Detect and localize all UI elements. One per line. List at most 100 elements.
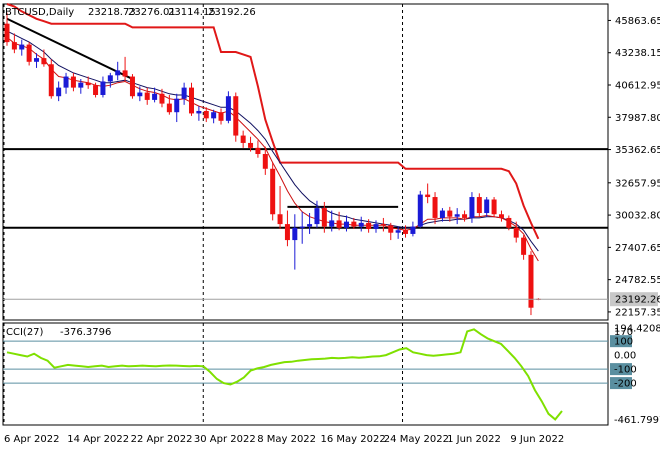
candle-body bbox=[225, 96, 231, 121]
price-pane-frame bbox=[2, 3, 609, 321]
candle-body bbox=[115, 70, 121, 76]
candle-body bbox=[100, 81, 106, 95]
trendline bbox=[6, 17, 133, 80]
candle-body bbox=[528, 254, 534, 308]
candle-body bbox=[19, 44, 25, 50]
candle-body bbox=[63, 76, 69, 88]
candle-body bbox=[395, 230, 401, 233]
x-tick-label: 22 Apr 2022 bbox=[131, 434, 193, 445]
candle-body bbox=[166, 103, 172, 113]
candle-body bbox=[521, 237, 527, 255]
price-pane: 45863.65 43238.15 40612.95 37987.80 35362.65… bbox=[2, 3, 660, 321]
x-tick-label: 9 Jun 2022 bbox=[510, 434, 564, 445]
candle-body bbox=[321, 208, 327, 227]
candle-body bbox=[211, 112, 217, 119]
x-tick-label: 30 Apr 2022 bbox=[194, 434, 256, 445]
candle-body bbox=[491, 199, 497, 215]
chart-open: 23218.73 bbox=[88, 7, 136, 18]
cci-pane-frame bbox=[2, 322, 609, 426]
stop-line bbox=[6, 3, 540, 240]
candle-body bbox=[85, 82, 91, 86]
candle-body bbox=[248, 142, 254, 148]
cci-tick-label: -461.7997 bbox=[614, 415, 660, 426]
x-tick-label: 14 Apr 2022 bbox=[67, 434, 129, 445]
cci-tick-label: 170 bbox=[614, 327, 633, 338]
last-price-tag bbox=[610, 292, 658, 307]
price-tick-label: 45863.65 bbox=[615, 16, 660, 27]
candle-body bbox=[336, 220, 342, 228]
candle-body bbox=[454, 214, 460, 217]
candle-body bbox=[299, 226, 305, 228]
candle-body bbox=[11, 42, 17, 50]
candle-body bbox=[129, 76, 135, 97]
candle-body bbox=[484, 199, 490, 214]
time-axis: 6 Apr 2022 14 Apr 2022 22 Apr 2022 30 Apr 2… bbox=[4, 434, 564, 445]
candle-body bbox=[403, 230, 409, 234]
candle-body bbox=[4, 23, 10, 43]
candle-body bbox=[284, 224, 290, 241]
x-tick-label: 6 Apr 2022 bbox=[4, 434, 59, 445]
price-tick-label: 22157.35 bbox=[615, 307, 660, 318]
candle-body bbox=[270, 168, 276, 215]
candle-body bbox=[144, 92, 150, 100]
x-tick-label: 1 Jun 2022 bbox=[447, 434, 501, 445]
candle-body bbox=[469, 197, 475, 218]
candle-body bbox=[181, 87, 187, 99]
candle-body bbox=[292, 227, 298, 241]
last-price-label: 23192.26 bbox=[615, 295, 660, 306]
cci-tick-label: 194.4208 bbox=[614, 323, 660, 334]
candle-body bbox=[380, 224, 386, 226]
candle-body bbox=[218, 112, 224, 121]
x-tick-label: 24 May 2022 bbox=[384, 434, 449, 445]
price-tick-label: 37987.80 bbox=[615, 113, 660, 124]
price-tick-label: 35362.65 bbox=[615, 145, 660, 156]
candle-body bbox=[388, 225, 394, 233]
price-tick-label: 27407.65 bbox=[615, 243, 660, 254]
cci-line bbox=[6, 328, 563, 421]
cci-tick-label: 100 bbox=[614, 337, 633, 348]
candle-body bbox=[233, 96, 239, 136]
candle-body bbox=[41, 58, 47, 65]
candle-body bbox=[447, 210, 453, 217]
candle-body bbox=[373, 224, 379, 230]
candle-body bbox=[137, 92, 143, 97]
candle-body bbox=[26, 44, 32, 62]
chart-close: 23192.26 bbox=[208, 7, 256, 18]
candle-body bbox=[48, 64, 54, 97]
cci-tick-label: -100 bbox=[614, 365, 637, 376]
candle-body bbox=[417, 194, 423, 227]
candle-body bbox=[152, 93, 158, 100]
chart-high: 23276.01 bbox=[128, 7, 176, 18]
price-tick-label: 32657.95 bbox=[615, 178, 660, 189]
candle-body bbox=[343, 221, 349, 228]
candle-body bbox=[307, 224, 313, 227]
cci-title: CCI(27) bbox=[6, 327, 44, 338]
cci-level-tag bbox=[610, 377, 632, 390]
cci-level-tag bbox=[610, 363, 632, 376]
candle-body bbox=[240, 135, 246, 143]
candle-body bbox=[174, 98, 180, 113]
candle-body bbox=[476, 197, 482, 214]
candle-body bbox=[34, 58, 40, 62]
candle-body bbox=[70, 76, 76, 88]
candle-body bbox=[122, 70, 128, 77]
candle-body bbox=[93, 85, 99, 95]
candle-body bbox=[439, 210, 445, 218]
candle-body bbox=[277, 214, 283, 225]
cci-tick-label: 0.00 bbox=[614, 351, 636, 362]
candle-body bbox=[107, 75, 113, 82]
candle-body bbox=[410, 226, 416, 234]
candle-body bbox=[425, 194, 431, 198]
price-tick-label: 40612.95 bbox=[615, 80, 660, 91]
candle-body bbox=[262, 154, 268, 169]
candle-body bbox=[56, 87, 62, 97]
candle-body bbox=[329, 220, 335, 227]
candle-body bbox=[189, 87, 194, 114]
candle-body bbox=[78, 82, 84, 88]
cci-value: -376.3796 bbox=[60, 327, 111, 338]
candle-body bbox=[196, 110, 202, 114]
cci-tick-label: -200 bbox=[614, 379, 637, 390]
candle-body bbox=[432, 197, 438, 218]
